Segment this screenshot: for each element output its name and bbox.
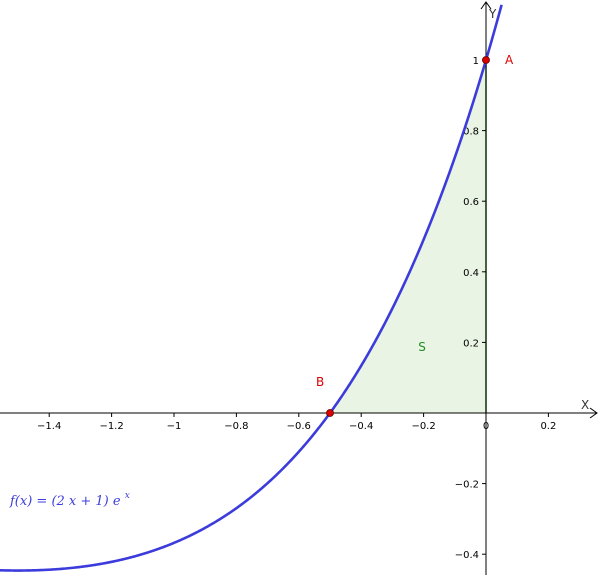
function-curve — [0, 4, 503, 572]
x-tick-label: −1.2 — [99, 421, 123, 432]
x-tick-label: −0.8 — [224, 421, 248, 432]
region-s-label: S — [418, 340, 426, 354]
x-tick-label: −1.4 — [37, 421, 61, 432]
y-tick-label: 0.8 — [463, 127, 479, 138]
point-a — [482, 56, 490, 64]
y-tick-label: 0.2 — [463, 338, 479, 349]
function-label-exponent: x — [125, 491, 130, 501]
y-tick-label: −0.2 — [455, 480, 479, 491]
x-tick-label: −0.6 — [287, 421, 311, 432]
x-axis-label: X — [581, 398, 589, 412]
function-label: f(x) = (2 x + 1) e x — [9, 491, 130, 509]
x-tick-label: −1 — [167, 421, 182, 432]
point-b — [326, 409, 334, 417]
x-tick-label: 0 — [483, 421, 489, 432]
points-layer: AB — [316, 53, 514, 417]
point-b-label: B — [316, 375, 324, 389]
function-label-main: f(x) = (2 x + 1) e — [9, 494, 121, 509]
y-tick-label: 0.4 — [463, 268, 479, 279]
x-tick-label: −0.4 — [349, 421, 373, 432]
ticks-layer: −1.4 −1.2 −1 −0.8 −0.6 −0.4 −0.2 0 0.2 −0.4 −0.2 0.… — [37, 56, 556, 561]
x-tick-label: −0.2 — [411, 421, 435, 432]
region-layer: S — [330, 60, 487, 413]
y-tick-label: 1 — [473, 56, 479, 67]
y-tick-label: −0.4 — [455, 550, 479, 561]
region-s-fill — [330, 60, 486, 413]
y-axis-label: Y — [488, 7, 497, 21]
x-tick-label: 0.2 — [540, 421, 556, 432]
y-axis-arrow — [480, 1, 492, 10]
y-tick-label: 0.6 — [463, 197, 479, 208]
x-axis-arrow — [589, 407, 598, 419]
point-a-label: A — [505, 53, 514, 67]
curve-layer — [0, 4, 503, 572]
